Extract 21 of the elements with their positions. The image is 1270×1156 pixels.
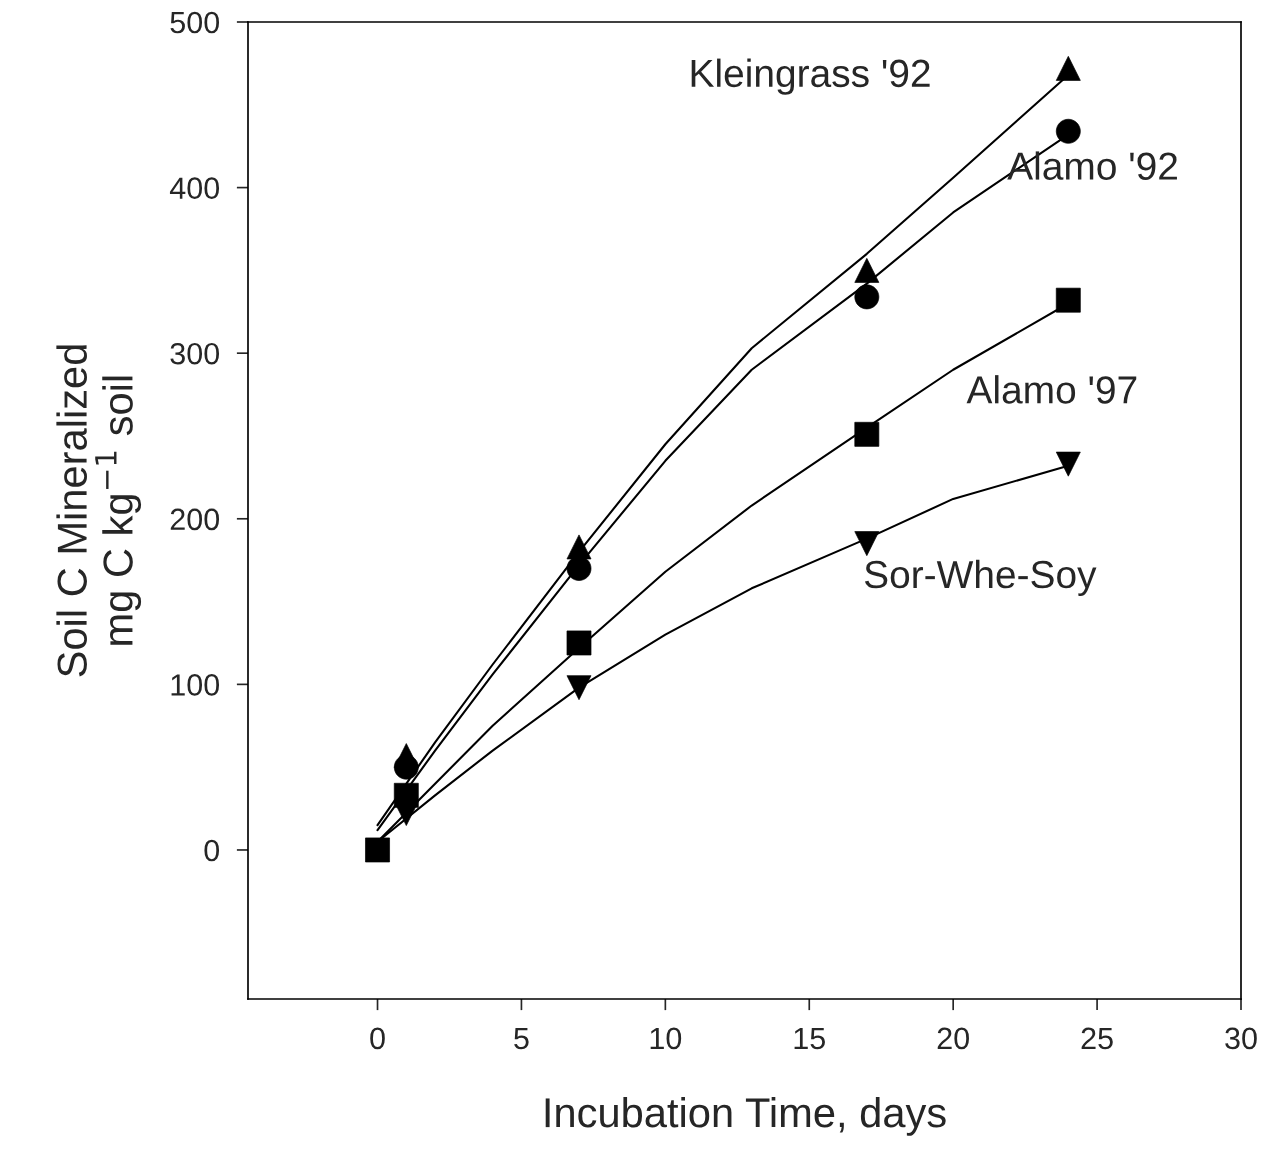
annotation: Kleingrass '92 <box>691 58 930 95</box>
x-tick-label: 15 <box>794 1027 825 1050</box>
annotation: Sor-Whe-Soy <box>864 559 1097 597</box>
y-tick-label: 500 <box>170 11 220 34</box>
x-axis-title: Incubation Time, days <box>545 1096 946 1136</box>
y-tick-label: 400 <box>169 177 220 199</box>
x-tick-label: 25 <box>1081 1027 1113 1050</box>
x-tick-label: 0 <box>370 1027 385 1050</box>
x-tick-label: 10 <box>650 1027 682 1050</box>
x-tick-label: 30 <box>1225 1027 1257 1050</box>
y-tick-label: 300 <box>170 342 220 365</box>
y-axis-title: Soil C Mineralized mg C kg$^{−1}$ soil <box>56 345 142 677</box>
x-tick-label: 20 <box>937 1027 969 1050</box>
point <box>854 284 880 310</box>
point <box>566 556 592 581</box>
y-tick-label: 100 <box>171 674 220 696</box>
x-tick-label: 5 <box>514 1027 529 1050</box>
y-tick-label: 0 <box>204 839 220 862</box>
annotation: Alamo '97 <box>966 375 1137 404</box>
point <box>1055 118 1081 144</box>
y-tick-label: 200 <box>170 508 220 531</box>
